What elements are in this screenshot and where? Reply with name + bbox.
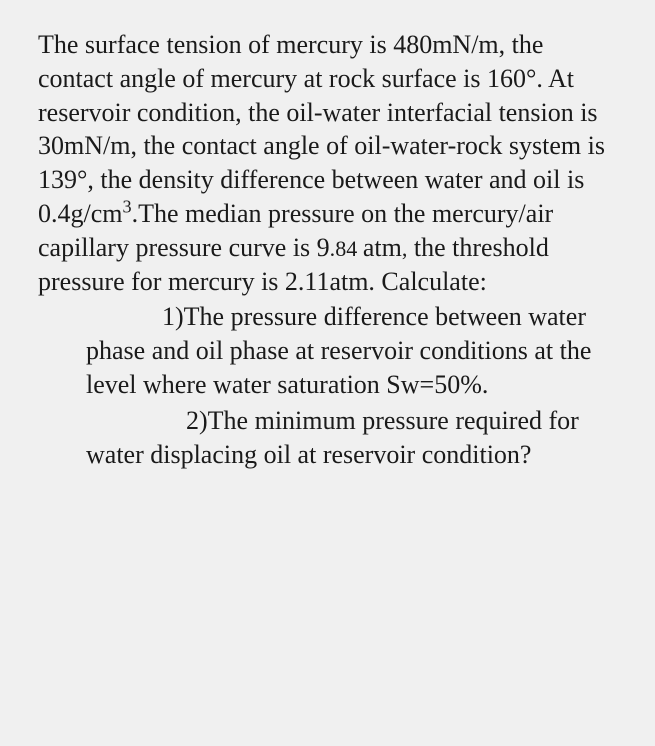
question-1: 1) The pressure difference between water…	[38, 300, 617, 401]
intro-text-3: atm	[363, 233, 402, 262]
q2-first-line: The minimum pressure	[208, 406, 456, 435]
question-2: 2) The minimum pressure required for wat…	[38, 404, 617, 472]
decimal-small: .84	[330, 236, 363, 261]
cubic-superscript: 3	[123, 196, 132, 216]
q1-first-line: The pressure difference	[184, 302, 435, 331]
problem-statement: The surface tension of mercury is 480mN/…	[38, 28, 617, 298]
q1-number: 1)	[86, 300, 184, 334]
q2-number: 2)	[86, 404, 208, 438]
